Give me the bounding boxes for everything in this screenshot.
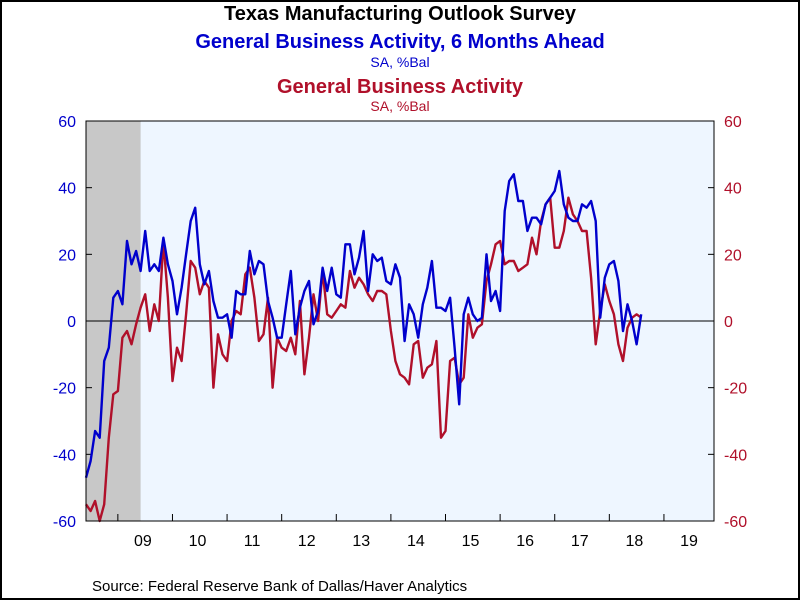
y-tick-label-right: 0 bbox=[724, 314, 733, 331]
y-tick-label-left: -20 bbox=[53, 381, 76, 398]
series-6-months-ahead-line bbox=[84, 169, 643, 479]
y-tick-label-left: 60 bbox=[58, 114, 76, 131]
x-tick-label: 12 bbox=[298, 533, 316, 550]
y-tick-label-right: 20 bbox=[724, 247, 742, 264]
y-tick-label-right: -20 bbox=[724, 381, 747, 398]
x-tick-label: 09 bbox=[134, 533, 152, 550]
chart-title: Texas Manufacturing Outlook Survey bbox=[224, 3, 576, 25]
y-tick-label-left: -60 bbox=[53, 514, 76, 531]
x-tick-label: 10 bbox=[189, 533, 207, 550]
series1-units: SA, %Bal bbox=[370, 54, 430, 70]
x-tick-label: 17 bbox=[571, 533, 589, 550]
series2-title: General Business Activity bbox=[276, 76, 524, 98]
y-tick-label-left: 40 bbox=[58, 181, 76, 198]
y-tick-label-right: 40 bbox=[724, 181, 742, 198]
y-tick-label-right: -60 bbox=[724, 514, 747, 531]
series1-title: General Business Activity, 6 Months Ahea… bbox=[195, 31, 605, 53]
x-tick-label: 18 bbox=[625, 533, 643, 550]
x-tick-label: 16 bbox=[516, 533, 534, 550]
x-tick-label: 11 bbox=[244, 533, 261, 550]
y-tick-label-left: -40 bbox=[53, 447, 76, 464]
x-tick-label: 13 bbox=[352, 533, 370, 550]
y-tick-label-left: 20 bbox=[58, 247, 76, 264]
x-tick-label: 14 bbox=[407, 533, 425, 550]
y-tick-label-right: -40 bbox=[724, 447, 747, 464]
y-tick-label-left: 0 bbox=[67, 314, 76, 331]
plot-border bbox=[85, 120, 715, 522]
x-tick-label: 15 bbox=[462, 533, 480, 550]
y-tick-label-right: 60 bbox=[724, 114, 742, 131]
x-tick-label: 19 bbox=[680, 533, 698, 550]
series2-units: SA, %Bal bbox=[370, 98, 430, 114]
source-note: Source: Federal Reserve Bank of Dallas/H… bbox=[92, 578, 468, 595]
